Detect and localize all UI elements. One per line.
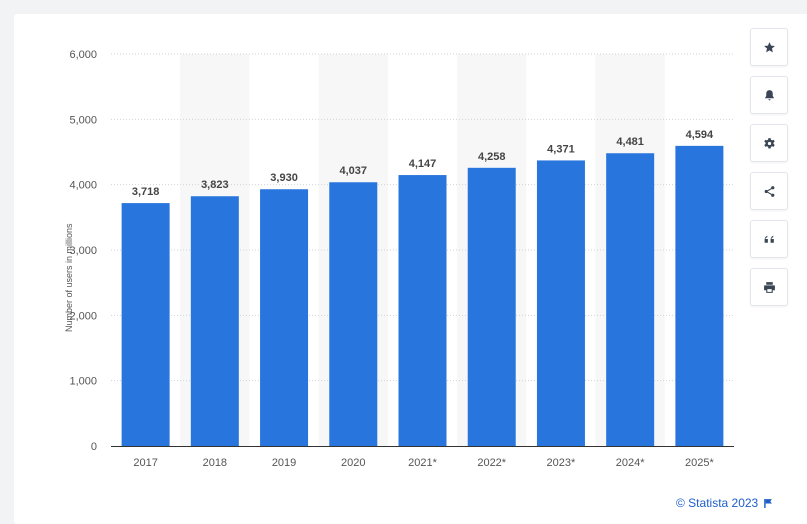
y-axis-label: Number of users in millions [64,223,74,332]
bar-value-label: 4,371 [547,143,575,155]
cite-button[interactable] [750,220,788,258]
x-tick-label: 2019 [272,457,296,469]
bar[interactable] [675,145,724,446]
y-tick-label: 1,000 [69,376,97,388]
share-button[interactable] [750,172,788,210]
bar-value-label: 3,718 [132,186,160,198]
settings-button[interactable] [750,124,788,162]
x-tick-label: 2025* [685,457,714,469]
bar[interactable] [260,189,309,447]
y-tick-label: 2,000 [69,310,97,322]
bar-value-label: 4,037 [340,165,368,177]
notification-button[interactable] [750,76,788,114]
bar-value-label: 4,481 [616,136,644,148]
bar[interactable] [121,203,170,446]
gear-icon [763,137,775,148]
x-tick-label: 2021* [408,457,437,469]
x-tick-label: 2023* [547,457,576,469]
x-tick-label: 2024* [616,457,645,469]
print-icon [763,281,775,293]
bar-value-label: 4,147 [409,158,437,170]
bar-value-label: 4,258 [478,151,506,163]
bar-value-label: 3,930 [270,172,298,184]
y-tick-label: 5,000 [69,114,97,126]
bar[interactable] [329,182,378,446]
chart-card: 0 1,000 2,000 3,000 4,000 5,000 6,000 3,718 2017… [14,14,807,524]
bell-icon [764,89,774,100]
statista-credit-link[interactable]: © Statista 2023 [676,496,759,510]
print-button[interactable] [750,268,788,306]
y-tick-label: 4,000 [69,180,97,192]
star-icon [763,41,775,52]
bar[interactable] [398,175,447,446]
bar[interactable] [467,167,516,446]
y-tick-label: 6,000 [69,49,97,61]
bar-value-label: 3,823 [201,179,229,191]
bar[interactable] [190,196,239,446]
flag-icon[interactable] [764,498,773,509]
bar-value-label: 4,594 [686,129,714,141]
chart-toolbar [750,28,788,316]
bar[interactable] [606,153,655,446]
bar-chart: 0 1,000 2,000 3,000 4,000 5,000 6,000 3,718 2017… [69,49,734,469]
bar[interactable] [536,160,585,447]
x-tick-label: 2020 [341,457,365,469]
x-tick-label: 2022* [477,457,506,469]
favorite-button[interactable] [750,28,788,66]
statista-credit: © Statista 2023 [676,496,773,510]
y-tick-label: 0 [91,441,97,453]
y-tick-label: 3,000 [69,245,97,257]
x-tick-label: 2018 [203,457,227,469]
x-tick-label: 2017 [133,457,157,469]
quote-icon [764,235,774,243]
share-icon [764,185,774,197]
